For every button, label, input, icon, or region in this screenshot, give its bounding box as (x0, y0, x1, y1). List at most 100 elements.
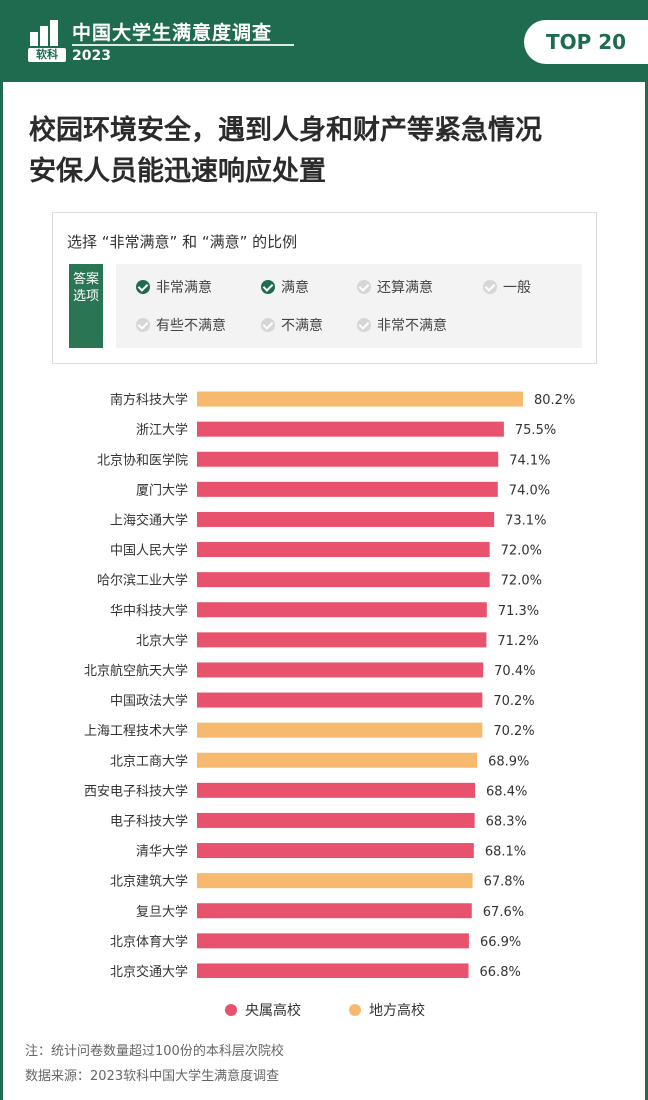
value-label: 72.0% (501, 544, 542, 559)
bar (197, 873, 473, 889)
bar (197, 752, 478, 768)
value-label: 80.2% (534, 393, 575, 408)
category-label: 华中科技大学 (110, 603, 188, 619)
bar (197, 572, 490, 588)
ranking-logo: 软科 (28, 20, 66, 62)
bar (197, 511, 495, 527)
bar (197, 451, 499, 467)
category-label: 电子科技大学 (110, 813, 188, 829)
category-label: 北京航空航天大学 (84, 663, 188, 679)
question-title-line-1: 校园环境安全，遇到人身和财产等紧急情况 (29, 115, 542, 146)
category-label: 北京大学 (136, 633, 188, 649)
category-label: 北京工商大学 (110, 753, 188, 769)
legend-central: 央属高校 (225, 1000, 301, 1020)
bar (197, 903, 472, 919)
logo-text: 软科 (28, 48, 66, 62)
value-label: 68.4% (486, 784, 527, 799)
check-icon (136, 318, 150, 332)
category-label: 厦门大学 (136, 482, 188, 498)
category-label: 西安电子科技大学 (84, 783, 188, 799)
content-card: 校园环境安全，遇到人身和财产等紧急情况 安保人员能迅速响应处置 选择 “非常满意… (3, 82, 645, 1100)
bar (197, 421, 504, 437)
value-label: 67.8% (484, 875, 525, 890)
answer-options-tag: 答案选项 (69, 264, 103, 348)
bar (197, 662, 484, 678)
value-label: 71.3% (498, 604, 539, 619)
check-icon (357, 318, 371, 332)
category-label: 北京协和医学院 (97, 452, 188, 468)
legend-dot-local (349, 1004, 361, 1016)
top20-badge: TOP 20 (524, 20, 648, 64)
category-label: 浙江大学 (136, 422, 188, 438)
value-label: 66.9% (480, 935, 521, 950)
value-label: 70.4% (494, 664, 535, 679)
header-divider (72, 44, 294, 46)
category-label: 北京建筑大学 (110, 874, 188, 890)
value-label: 75.5% (515, 423, 556, 438)
survey-year: 2023 (72, 48, 111, 64)
category-label: 北京交通大学 (110, 964, 188, 978)
answer-options-list: 非常满意 满意 还算满意 一般 有些不满意 不满意 非常不满意 (116, 264, 582, 348)
option-dissatisfied: 不满意 (261, 315, 323, 335)
bar (197, 843, 474, 859)
category-label: 中国人民大学 (110, 543, 188, 559)
value-label: 67.6% (483, 905, 524, 920)
category-label: 上海交通大学 (110, 512, 188, 528)
bar (197, 391, 523, 407)
category-label: 清华大学 (136, 844, 188, 860)
category-label: 哈尔滨工业大学 (97, 573, 188, 589)
option-somewhat-dissatisfied: 有些不满意 (136, 315, 226, 335)
answer-options-box: 选择 “非常满意” 和 “满意” 的比例 答案选项 非常满意 满意 还算满意 一… (52, 212, 597, 364)
bar (197, 782, 476, 798)
value-label: 73.1% (505, 513, 546, 528)
satisfaction-bar-chart: 南方科技大学 80.2% 浙江大学 75.5% 北京协和医学院 74.1% 厦门大学 74.0… (3, 378, 645, 978)
check-icon (261, 280, 275, 294)
check-icon (357, 280, 371, 294)
data-source: 数据来源：2023软科中国大学生满意度调查 (25, 1069, 280, 1084)
logo-bar (30, 32, 38, 46)
bar (197, 602, 487, 618)
category-label: 北京体育大学 (110, 934, 188, 950)
bar-chart-svg: 南方科技大学 80.2% 浙江大学 75.5% 北京协和医学院 74.1% 厦门大学 74.0… (84, 391, 575, 978)
value-label: 74.1% (509, 453, 550, 468)
check-icon (136, 280, 150, 294)
category-label: 上海工程技术大学 (84, 723, 188, 739)
logo-bar (40, 26, 48, 46)
logo-bar (50, 20, 58, 46)
value-label: 72.0% (501, 574, 542, 589)
header: 软科 中国大学生满意度调查 2023 TOP 20 (0, 0, 648, 82)
bar (197, 722, 483, 738)
category-label: 南方科技大学 (110, 392, 188, 408)
value-label: 71.2% (497, 634, 538, 649)
check-icon (483, 280, 497, 294)
option-fairly-satisfied: 还算满意 (357, 277, 433, 297)
value-label: 68.3% (486, 814, 527, 829)
value-label: 74.0% (509, 483, 550, 498)
legend-dot-central (225, 1004, 237, 1016)
value-label: 70.2% (493, 724, 534, 739)
option-neutral: 一般 (483, 277, 531, 297)
value-label: 70.2% (493, 694, 534, 709)
value-label: 68.9% (488, 754, 529, 769)
option-very-satisfied: 非常满意 (136, 277, 212, 297)
category-label: 复旦大学 (136, 904, 188, 920)
check-icon (261, 318, 275, 332)
bar (197, 933, 469, 949)
ratio-description: 选择 “非常满意” 和 “满意” 的比例 (67, 233, 298, 251)
bar (197, 481, 498, 497)
bar (197, 963, 469, 978)
option-satisfied: 满意 (261, 277, 309, 297)
bar (197, 692, 483, 708)
question-title-line-2: 安保人员能迅速响应处置 (29, 156, 326, 187)
bar (197, 632, 487, 648)
bar (197, 812, 475, 828)
footnote: 注：统计问卷数量超过100份的本科层次院校 (25, 1044, 284, 1059)
option-very-dissatisfied: 非常不满意 (357, 315, 447, 335)
question-title: 校园环境安全，遇到人身和财产等紧急情况 安保人员能迅速响应处置 (29, 110, 629, 192)
value-label: 68.1% (485, 845, 526, 860)
survey-title: 中国大学生满意度调查 (72, 22, 273, 44)
legend-local: 地方高校 (349, 1000, 425, 1020)
value-label: 66.8% (480, 965, 521, 978)
bar (197, 542, 490, 558)
category-label: 中国政法大学 (110, 693, 188, 709)
